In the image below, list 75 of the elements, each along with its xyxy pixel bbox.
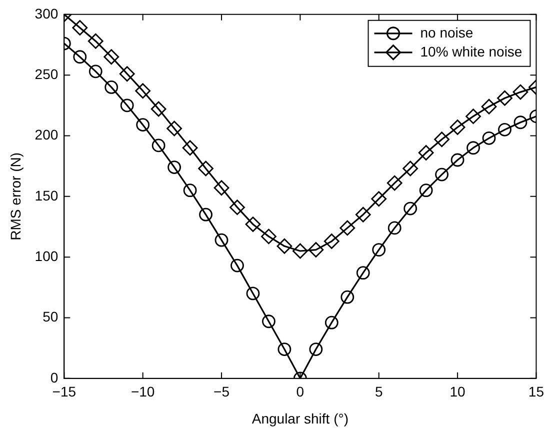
point <box>466 108 481 124</box>
point <box>136 118 150 132</box>
point <box>419 184 433 198</box>
point <box>119 66 135 82</box>
point <box>514 116 528 130</box>
point <box>276 238 292 254</box>
point <box>450 120 466 135</box>
point <box>214 233 228 247</box>
point <box>120 98 134 112</box>
point <box>482 131 496 145</box>
x-tick-label: 0 <box>296 384 304 400</box>
point <box>340 290 354 304</box>
x-tick-label: −15 <box>52 384 76 400</box>
point <box>404 202 418 216</box>
point <box>278 342 292 356</box>
x-tick-label: 5 <box>374 384 383 400</box>
point <box>182 140 198 156</box>
point <box>466 141 480 155</box>
point <box>309 342 323 356</box>
point <box>324 316 338 330</box>
point <box>435 168 449 182</box>
point <box>262 314 276 328</box>
point <box>135 83 151 99</box>
point <box>166 120 182 136</box>
point <box>72 20 88 36</box>
point <box>261 228 276 244</box>
x-tick-label: 15 <box>528 384 544 400</box>
point <box>388 221 402 235</box>
point <box>356 266 370 280</box>
point <box>324 234 340 249</box>
point <box>497 90 512 106</box>
point <box>214 180 230 196</box>
point <box>230 258 244 272</box>
point <box>402 160 418 176</box>
x-tick-label: −10 <box>130 384 155 400</box>
point <box>150 101 166 117</box>
y-tick-label: 200 <box>34 126 58 143</box>
point <box>88 64 102 78</box>
point <box>371 191 387 207</box>
y-tick-label: 50 <box>42 308 58 325</box>
point <box>340 220 356 236</box>
point <box>246 286 260 300</box>
x-tick-label: −5 <box>214 384 230 400</box>
point <box>73 50 87 64</box>
x-axis-title: Angular shift (°) <box>252 410 349 426</box>
point <box>198 160 214 176</box>
y-tick-label: 150 <box>34 187 58 204</box>
point <box>230 200 245 216</box>
legend-label: 10% white noise <box>420 43 522 60</box>
point <box>372 243 386 256</box>
point <box>386 175 402 191</box>
point <box>292 243 308 259</box>
point <box>104 80 118 94</box>
point <box>245 216 261 232</box>
point <box>88 33 104 49</box>
point <box>152 138 166 152</box>
point <box>481 98 497 114</box>
point <box>308 242 324 258</box>
point <box>498 122 512 136</box>
point <box>355 206 371 222</box>
x-tick-label: 10 <box>450 384 466 400</box>
point <box>183 184 197 198</box>
point <box>104 49 120 65</box>
point <box>512 84 528 100</box>
point <box>434 132 450 148</box>
legend-label: no noise <box>420 24 474 40</box>
y-axis-title: RMS error (N) <box>7 152 24 240</box>
point <box>199 208 212 222</box>
y-tick-label: 100 <box>34 248 58 264</box>
y-tick-label: 0 <box>50 369 58 386</box>
point <box>168 160 182 174</box>
point <box>418 145 434 160</box>
point <box>450 153 464 167</box>
y-tick-label: 250 <box>34 66 58 82</box>
y-tick-label: 300 <box>34 5 58 22</box>
